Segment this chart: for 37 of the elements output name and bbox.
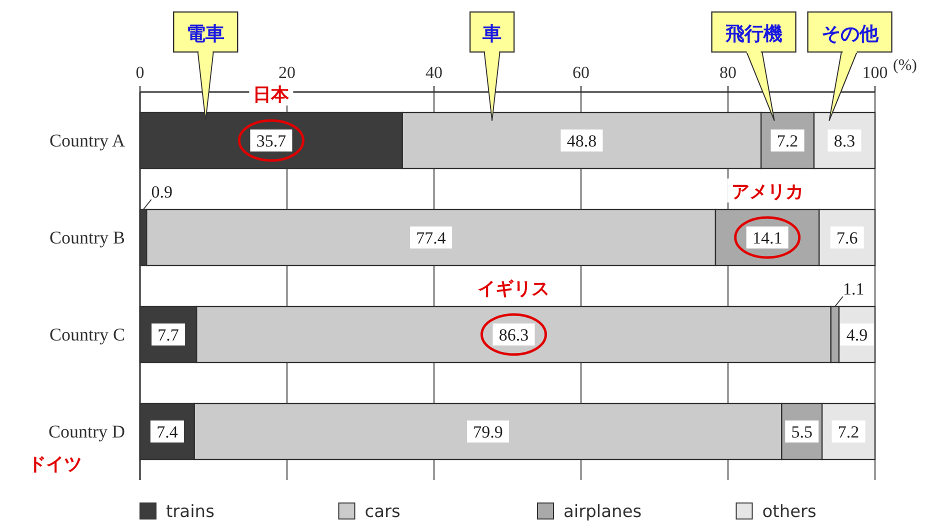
y-tick-label: Country B: [49, 228, 125, 248]
legend-label: trains: [166, 502, 215, 522]
x-tick-label: 0: [136, 63, 144, 82]
data-label: 86.3: [498, 326, 529, 344]
data-label: 7.2: [776, 132, 798, 150]
legend-label: others: [762, 502, 817, 522]
data-label: 8.3: [834, 132, 856, 150]
y-tick-label: Country C: [49, 324, 125, 344]
data-label: 7.4: [156, 422, 178, 442]
annotation: アメリカ: [731, 182, 804, 202]
x-tick-label: 100: [862, 63, 888, 82]
annotation: 電車: [173, 11, 238, 121]
x-tick-label: 80: [720, 63, 736, 82]
data-label: 48.8: [566, 132, 597, 150]
annotation: 日本: [253, 84, 290, 106]
data-label: 7.7: [158, 326, 180, 344]
data-label: 7.2: [838, 422, 860, 442]
data-label: 77.4: [416, 228, 446, 248]
data-label: 14.1: [752, 228, 782, 248]
x-tick-label: 60: [572, 63, 590, 82]
data-label: 5.5: [791, 422, 812, 442]
y-tick-label: Country A: [49, 130, 125, 150]
data-label: 1.1: [842, 280, 864, 298]
legend-label: airplanes: [564, 502, 642, 522]
data-label: 79.9: [473, 422, 503, 442]
annotation: ドイツ: [28, 454, 82, 475]
x-axis-title: (%): [893, 57, 917, 74]
data-label: 7.6: [836, 228, 858, 248]
legend-label: cars: [364, 502, 401, 522]
annotation: イギリス: [478, 278, 550, 300]
data-label: 4.9: [846, 326, 868, 344]
x-tick-label: 20: [278, 63, 296, 82]
data-label: 35.7: [256, 132, 287, 150]
x-tick-label: 40: [426, 63, 442, 82]
data-label: 0.9: [151, 182, 173, 202]
annotation: 車: [469, 11, 515, 121]
y-tick-label: Country D: [48, 422, 125, 442]
